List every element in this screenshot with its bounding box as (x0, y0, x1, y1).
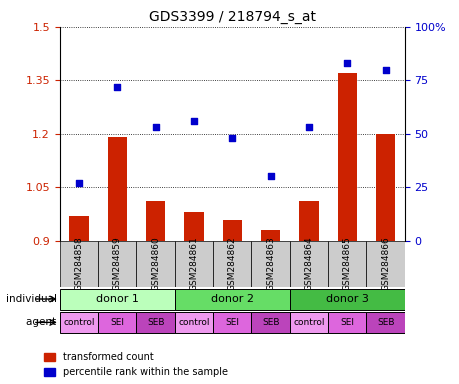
Point (343, 60, 350, 66)
FancyBboxPatch shape (60, 288, 174, 310)
Bar (261, 230, 280, 241)
Bar (222, 220, 241, 241)
FancyBboxPatch shape (366, 241, 404, 287)
Title: GDS3399 / 218794_s_at: GDS3399 / 218794_s_at (148, 10, 315, 25)
Text: donor 2: donor 2 (210, 294, 253, 304)
Point (75, 180, 83, 186)
Point (151, 124, 159, 131)
Text: donor 3: donor 3 (325, 294, 368, 304)
Text: GSM284861: GSM284861 (189, 237, 198, 291)
Bar (146, 201, 165, 241)
FancyBboxPatch shape (213, 241, 251, 287)
Bar (184, 212, 203, 241)
Legend: transformed count, percentile rank within the sample: transformed count, percentile rank withi… (42, 350, 230, 379)
Text: GSM284859: GSM284859 (112, 237, 122, 291)
Point (305, 124, 312, 131)
Text: SEI: SEI (110, 318, 124, 327)
Text: control: control (292, 318, 324, 327)
Bar (375, 134, 394, 241)
Bar (107, 137, 127, 241)
Text: GSM284863: GSM284863 (266, 237, 274, 291)
Text: donor 1: donor 1 (95, 294, 139, 304)
FancyBboxPatch shape (98, 241, 136, 287)
Bar (299, 201, 318, 241)
FancyBboxPatch shape (366, 312, 404, 333)
Bar (337, 73, 356, 241)
Text: agent: agent (26, 318, 60, 328)
Text: GSM284862: GSM284862 (227, 237, 236, 291)
Text: SEB: SEB (376, 318, 393, 327)
FancyBboxPatch shape (289, 241, 327, 287)
Text: SEI: SEI (225, 318, 239, 327)
Point (190, 118, 197, 124)
FancyBboxPatch shape (251, 312, 289, 333)
Point (266, 174, 274, 180)
FancyBboxPatch shape (289, 312, 327, 333)
FancyBboxPatch shape (136, 312, 174, 333)
FancyBboxPatch shape (136, 241, 174, 287)
Point (113, 84, 121, 90)
FancyBboxPatch shape (60, 312, 98, 333)
FancyBboxPatch shape (174, 241, 213, 287)
Bar (69, 216, 88, 241)
Text: SEB: SEB (146, 318, 164, 327)
FancyBboxPatch shape (174, 312, 213, 333)
Text: GSM284864: GSM284864 (304, 237, 313, 291)
FancyBboxPatch shape (174, 288, 289, 310)
Text: GSM284865: GSM284865 (342, 237, 351, 291)
FancyBboxPatch shape (289, 288, 404, 310)
FancyBboxPatch shape (251, 241, 289, 287)
Text: SEB: SEB (261, 318, 279, 327)
FancyBboxPatch shape (60, 241, 98, 287)
FancyBboxPatch shape (213, 312, 251, 333)
FancyBboxPatch shape (327, 312, 366, 333)
Text: GSM284860: GSM284860 (151, 237, 160, 291)
Text: GSM284866: GSM284866 (381, 237, 389, 291)
Text: control: control (63, 318, 95, 327)
Point (228, 135, 235, 141)
Point (381, 66, 388, 73)
FancyBboxPatch shape (327, 241, 366, 287)
Text: GSM284858: GSM284858 (74, 237, 83, 291)
Text: SEI: SEI (340, 318, 353, 327)
Text: control: control (178, 318, 209, 327)
Text: individual: individual (6, 294, 60, 304)
FancyBboxPatch shape (98, 312, 136, 333)
